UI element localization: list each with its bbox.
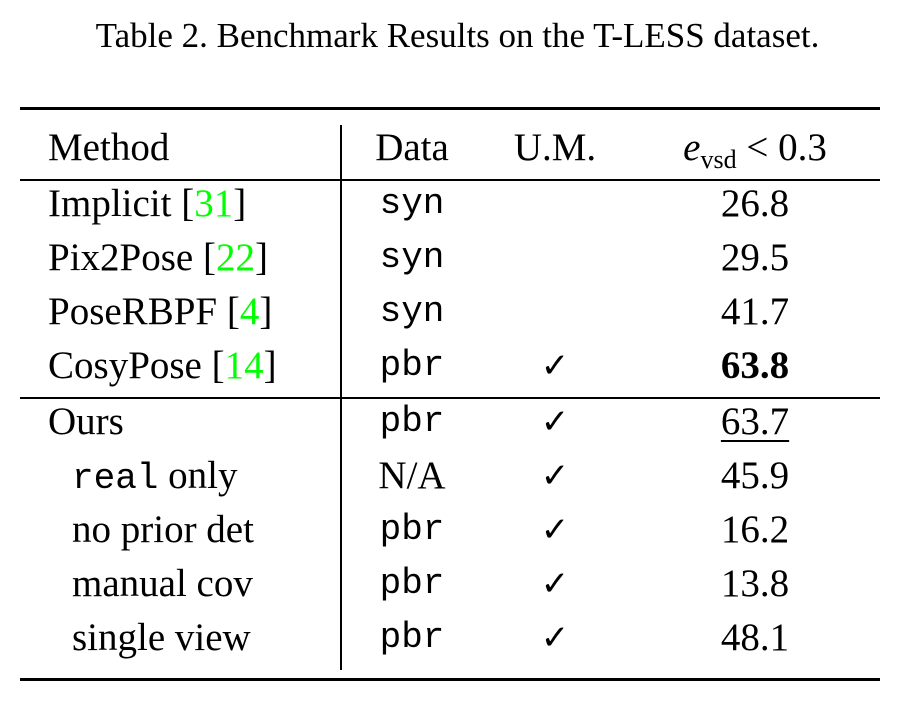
table-row-method: PoseRBPF [4] — [48, 285, 272, 339]
citation-link[interactable]: 14 — [224, 344, 264, 387]
table-row-um — [490, 285, 620, 339]
table-row-value-best: 63.8 — [720, 344, 790, 387]
table-row-data: pbr — [379, 509, 445, 550]
method-name: Implicit — [48, 182, 182, 225]
metric-threshold: < 0.3 — [736, 126, 827, 169]
header-um: U.M. — [513, 126, 597, 169]
table-row-um: ✓ — [540, 346, 570, 386]
table-row-data: syn — [379, 237, 445, 278]
table-row-data: pbr — [379, 401, 445, 442]
column-divider — [340, 125, 342, 670]
table-row-value: 48.1 — [720, 616, 790, 659]
table-row-um: ✓ — [540, 564, 570, 604]
citation-link[interactable]: 22 — [215, 236, 255, 279]
citation-link[interactable]: 4 — [239, 290, 260, 333]
method-name: manual cov — [72, 562, 253, 605]
table-row-method: no prior det — [72, 503, 254, 557]
table-row-data: syn — [379, 291, 445, 332]
table-row-value: 13.8 — [720, 562, 790, 605]
method-name: Pix2Pose — [48, 236, 203, 279]
bottom-rule — [20, 678, 880, 681]
table-row-value: 29.5 — [720, 236, 790, 279]
table-row-data: syn — [379, 183, 445, 224]
table-row-method: real only — [72, 449, 238, 503]
metric-subscript: vsd — [700, 145, 737, 174]
table-row-data: N/A — [378, 454, 446, 497]
bracket-open: [ — [211, 344, 225, 387]
method-name: Ours — [48, 400, 124, 443]
citation-link[interactable]: 31 — [194, 182, 234, 225]
table-row-um: ✓ — [540, 402, 570, 442]
table-row-um: ✓ — [540, 510, 570, 550]
table-row-um: ✓ — [540, 618, 570, 658]
table-row-value: 26.8 — [720, 182, 790, 225]
table-row-data: pbr — [379, 563, 445, 604]
table-row-method: CosyPose [14] — [48, 339, 277, 393]
bracket-close: ] — [263, 344, 277, 387]
bracket-open: [ — [181, 182, 195, 225]
method-name: PoseRBPF — [48, 290, 227, 333]
bracket-open: [ — [202, 236, 216, 279]
table-caption: Table 2. Benchmark Results on the T-LESS… — [95, 16, 820, 55]
header-rule — [20, 179, 880, 181]
bracket-close: ] — [254, 236, 268, 279]
table-row-um: ✓ — [540, 456, 570, 496]
table-row-method: Pix2Pose [22] — [48, 231, 268, 285]
header-metric: evsd < 0.3 — [650, 121, 860, 175]
header-method: Method — [48, 126, 170, 169]
header-data: Data — [375, 126, 449, 169]
bracket-close: ] — [233, 182, 247, 225]
table-row-method: manual cov — [72, 557, 253, 611]
table-row-method: Ours — [48, 395, 124, 449]
table-row-method: Implicit [31] — [48, 177, 246, 231]
table-row-value-second: 63.7 — [650, 395, 860, 449]
top-rule — [20, 107, 880, 110]
table-row-um — [490, 231, 620, 285]
table-row-data: pbr — [379, 617, 445, 658]
metric-variable: e — [683, 126, 701, 169]
method-name: CosyPose — [48, 344, 212, 387]
method-code: real — [72, 458, 159, 499]
section-rule — [20, 397, 880, 399]
bracket-open: [ — [226, 290, 240, 333]
method-name: only — [158, 454, 238, 497]
table-row-value: 41.7 — [720, 290, 790, 333]
bracket-close: ] — [259, 290, 273, 333]
table-row-value: 16.2 — [720, 508, 790, 551]
table-row-data: pbr — [379, 345, 445, 386]
method-name: no prior det — [72, 508, 254, 551]
underlined-value: 63.7 — [720, 400, 790, 443]
table-row-um — [490, 177, 620, 231]
method-name: single view — [72, 616, 251, 659]
table-row-value: 45.9 — [720, 454, 790, 497]
table-row-method: single view — [72, 611, 251, 665]
